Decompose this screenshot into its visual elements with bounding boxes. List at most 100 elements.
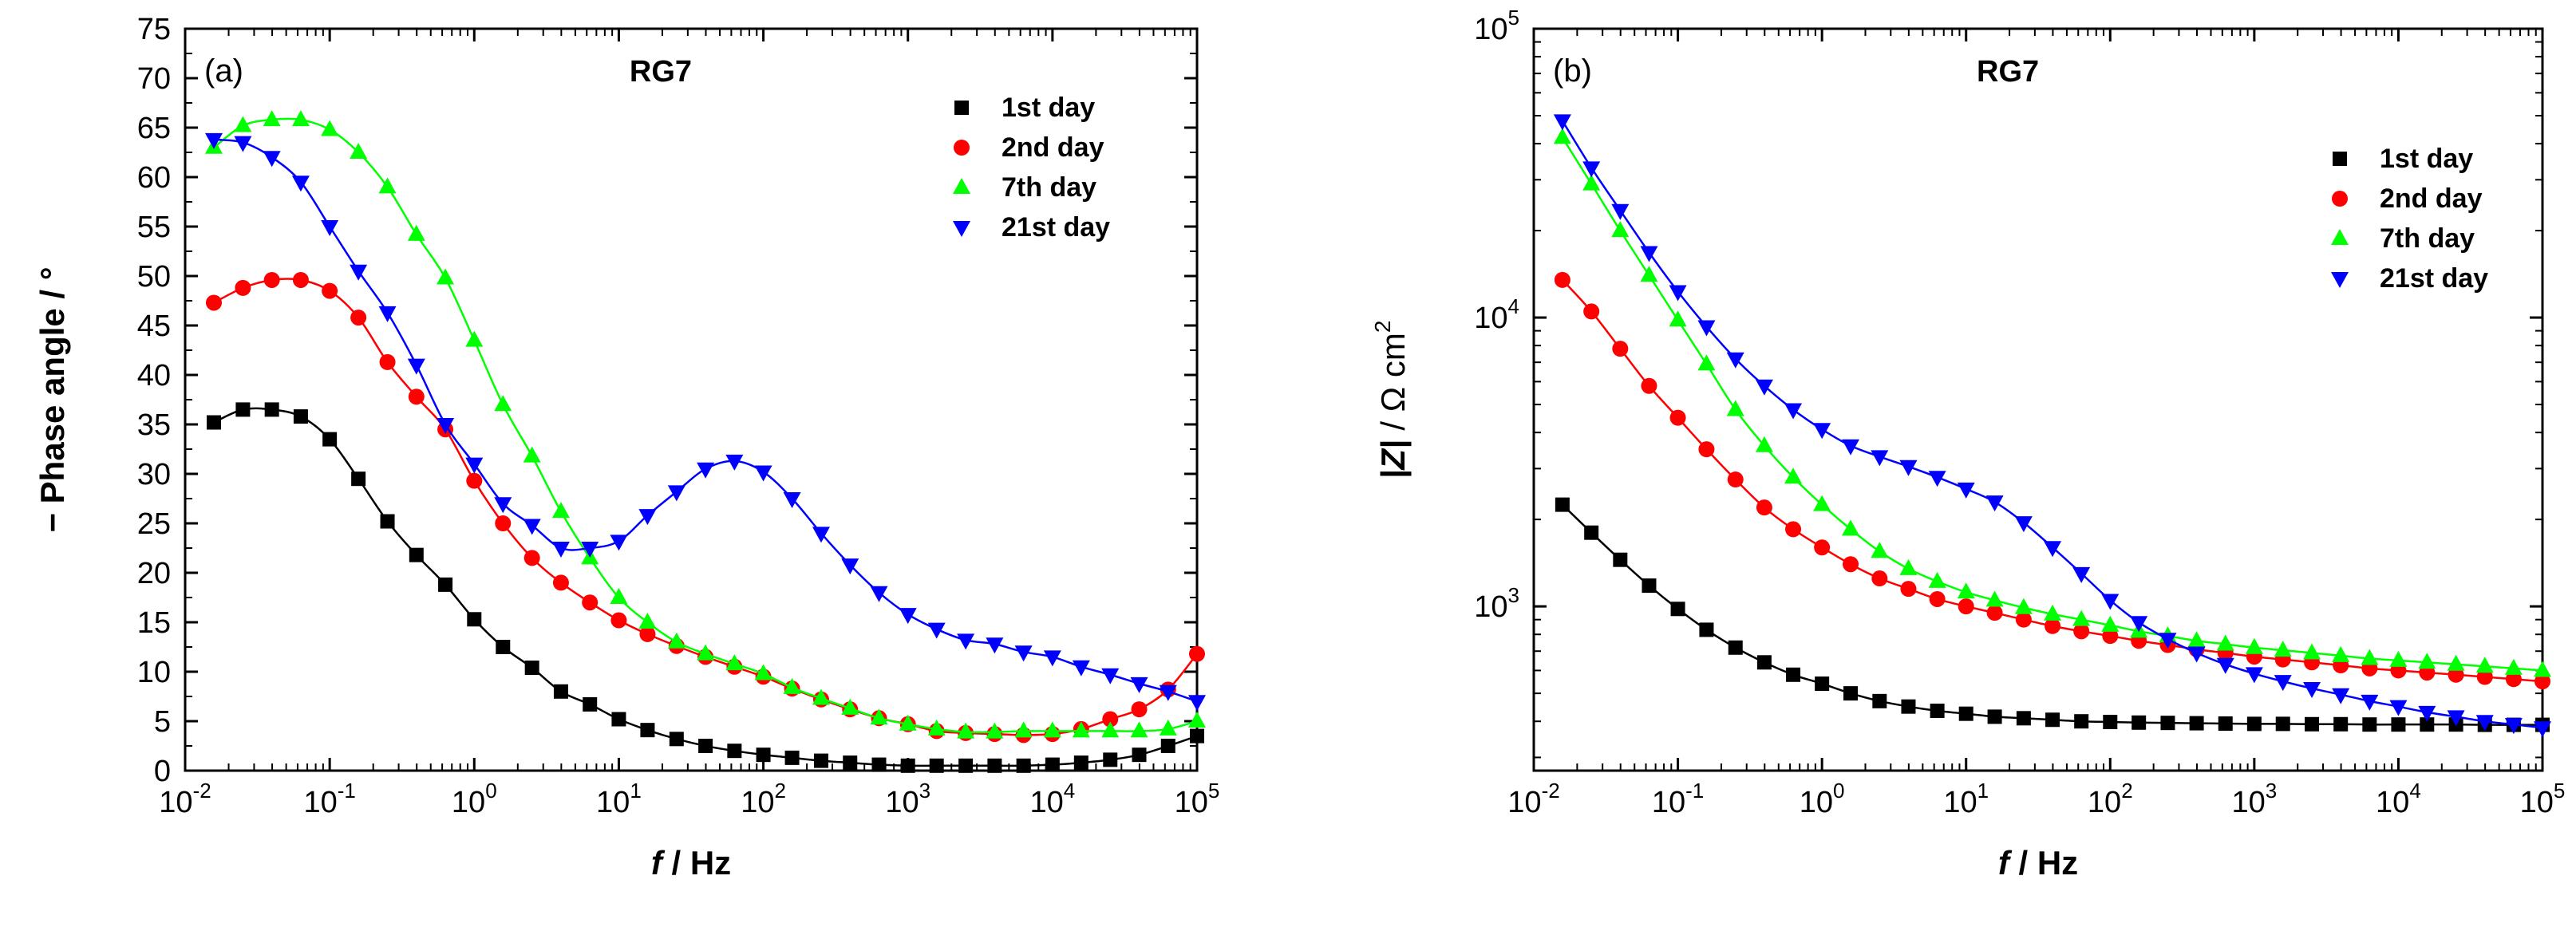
legend-marker <box>2331 272 2349 288</box>
data-point <box>1102 711 1119 728</box>
data-point <box>2014 598 2033 614</box>
x-tick-label-base: 10 <box>2520 786 2554 819</box>
data-point <box>1611 203 1630 220</box>
data-point <box>2103 714 2118 729</box>
x-tick-label-exponent: 1 <box>630 779 641 803</box>
data-point <box>1986 605 2003 621</box>
data-point <box>2074 714 2089 729</box>
data-point <box>927 622 946 639</box>
fit-line <box>213 138 1198 703</box>
data-point <box>2275 716 2290 732</box>
data-point <box>407 358 425 375</box>
data-point <box>1640 246 1658 262</box>
data-point <box>2535 673 2550 690</box>
x-tick-label-exponent: 2 <box>2121 779 2132 803</box>
y-tick-label: 10 <box>137 656 171 689</box>
data-point <box>2361 649 2379 665</box>
data-point <box>2332 688 2350 704</box>
data-point <box>1642 578 1657 594</box>
data-point <box>1871 542 1889 558</box>
data-point <box>900 758 915 773</box>
y-tick-label: 55 <box>137 211 171 244</box>
data-point <box>2189 716 2204 731</box>
data-point <box>235 279 251 296</box>
data-point <box>2044 604 2062 621</box>
y-tick-label: 45 <box>137 310 171 343</box>
data-point <box>437 268 455 285</box>
data-point <box>205 294 222 311</box>
legend: 1st day 2nd day 7th day 21st day <box>953 93 1110 243</box>
data-point <box>2216 657 2234 674</box>
data-point <box>2447 654 2465 671</box>
data-point <box>2015 611 2032 628</box>
data-point <box>582 594 599 611</box>
legend-label: 7th day <box>2380 223 2475 254</box>
x-tick-label-base: 10 <box>303 786 337 819</box>
data-point <box>2044 541 2062 558</box>
data-point <box>727 744 742 759</box>
data-point <box>2274 675 2292 692</box>
data-point <box>638 613 657 629</box>
data-point <box>2303 643 2321 660</box>
data-point <box>1611 221 1630 238</box>
data-point <box>1784 467 1803 484</box>
data-point <box>1188 695 1206 712</box>
data-point <box>583 696 598 712</box>
data-point <box>754 664 772 680</box>
data-point <box>1160 739 1175 753</box>
y-tick-label: 35 <box>137 408 171 442</box>
data-point <box>958 758 974 773</box>
x-tick-label: 103 <box>885 779 930 819</box>
data-point <box>292 271 309 288</box>
data-point <box>986 722 1004 739</box>
data-point <box>1985 590 2004 607</box>
y-tick-label: 5 <box>154 705 171 739</box>
data-point <box>409 547 424 562</box>
data-point <box>380 514 395 529</box>
x-tick-label-base: 10 <box>1507 786 1541 819</box>
data-point <box>1016 758 1031 773</box>
legend-label: 21st day <box>2380 263 2488 294</box>
x-tick-label: 104 <box>2376 779 2421 819</box>
data-point <box>264 402 279 417</box>
x-axis-label-symbol: f <box>651 844 666 882</box>
data-point <box>1785 521 1802 538</box>
legend-marker <box>2332 191 2348 207</box>
data-point <box>1043 721 1061 738</box>
data-point <box>870 708 888 725</box>
data-point <box>957 722 975 739</box>
data-point <box>321 120 339 136</box>
data-point <box>467 612 482 627</box>
x-tick-label-base: 10 <box>1029 786 1063 819</box>
data-point <box>1843 686 1859 701</box>
data-point <box>2160 716 2175 731</box>
y-tick-label: 60 <box>137 161 171 195</box>
data-point <box>2014 516 2033 533</box>
data-point <box>957 633 975 650</box>
data-point <box>1014 645 1033 662</box>
data-point <box>841 698 859 715</box>
x-tick-label: 101 <box>596 779 642 819</box>
data-point <box>1928 571 1946 588</box>
data-point <box>1929 590 1946 607</box>
data-point <box>1813 423 1831 440</box>
data-point <box>870 586 888 602</box>
data-point <box>2418 705 2436 722</box>
x-tick-label: 10-1 <box>1652 779 1704 819</box>
y-axis: 0 5 10 15 20 25 30 35 40 45 50 55 60 65 70 75 <box>137 13 1197 788</box>
data-point <box>1132 748 1147 763</box>
data-point <box>1786 667 1801 682</box>
data-point <box>1669 409 1686 426</box>
x-tick-label-exponent: 0 <box>1833 779 1844 803</box>
data-point <box>640 723 655 738</box>
data-point <box>1958 706 1973 721</box>
data-point <box>2476 669 2493 685</box>
x-tick-label-exponent: -1 <box>338 779 356 803</box>
data-point <box>1190 728 1204 744</box>
data-point <box>1101 668 1120 684</box>
data-point <box>698 739 713 753</box>
data-point <box>293 409 308 424</box>
data-point <box>1957 582 1975 599</box>
data-point <box>1101 721 1120 738</box>
data-point <box>639 625 656 642</box>
